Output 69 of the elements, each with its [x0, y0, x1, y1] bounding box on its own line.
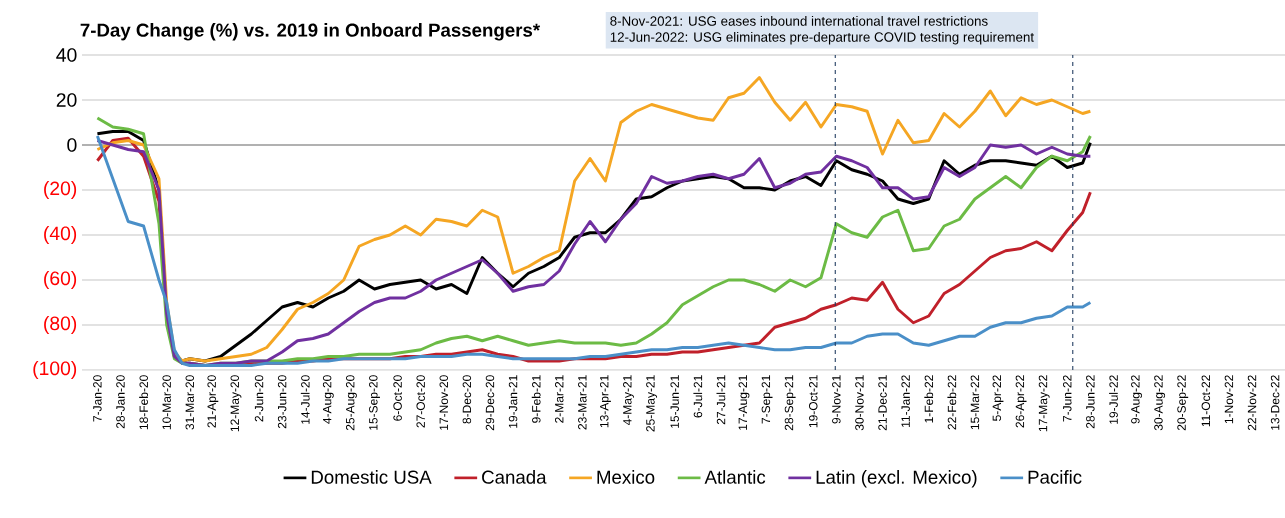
x-tick-label: 28-Jan-20: [116, 375, 125, 429]
x-tick-label: 18-Feb-20: [139, 375, 148, 430]
x-tick-label: 21-Apr-20: [207, 375, 219, 428]
x-tick-label: 27-Oct-20: [416, 375, 425, 428]
x-tick-label: 28-Jun-22: [1086, 375, 1095, 429]
x-tick-label: 5-Apr-22: [992, 375, 1004, 421]
x-tick-label: 6-Jul-21: [693, 375, 703, 418]
y-tick-label: (100): [33, 360, 77, 380]
x-tick-label: 27-Jul-21: [716, 375, 726, 425]
x-tick-label: 13-Dec-22: [1270, 375, 1280, 430]
x-tick-label: 31-Mar-20: [185, 375, 195, 430]
x-tick-label: 4-May-21: [623, 375, 634, 426]
x-tick-label: 10-Mar-20: [162, 375, 171, 430]
x-tick-label: 22-Feb-22: [947, 375, 957, 430]
y-tick-label: (60): [44, 270, 77, 290]
x-tick-label: 14-Jul-20: [300, 375, 310, 424]
legend-label: Atlantic: [704, 470, 766, 484]
legend-label: Canada: [482, 470, 547, 484]
x-tick-label: 23-Jun-20: [277, 375, 287, 429]
x-tick-label: 17-Aug-21: [738, 375, 750, 430]
x-tick-label: 1-Nov-22: [1224, 375, 1234, 424]
x-tick-label: 15-Sep-20: [369, 375, 380, 430]
x-tick-label: 30-Aug-22: [1154, 375, 1166, 431]
x-tick-label: 4-Aug-20: [322, 375, 334, 424]
text: 8-Nov-2021: USG eases inbound international travel restrictions: [610, 16, 988, 26]
y-tick-label: (20): [44, 180, 77, 200]
x-tick-label: 30-Nov-21: [855, 375, 864, 431]
y-tick-label: (80): [44, 315, 77, 335]
x-tick-label: 19-Oct-21: [809, 375, 818, 428]
y-tick-label: 0: [67, 138, 77, 152]
y-tick-label: (40): [44, 225, 77, 245]
x-tick-label: 1-Feb-22: [924, 375, 934, 423]
chart-title: 7-Day Change (%) vs. 2019 in Onboard Passengers*: [80, 23, 541, 41]
x-tick-label: 7-Jan-20: [93, 375, 102, 422]
x-tick-label: 15-Mar-22: [970, 375, 980, 430]
legend-label: Domestic USA: [311, 470, 432, 484]
x-tick-label: 2-Jun-20: [254, 375, 264, 422]
x-tick-label: 25-May-21: [646, 375, 658, 432]
x-tick-label: 17-May-22: [1038, 375, 1050, 432]
legend-label: Pacific: [1028, 470, 1082, 484]
x-tick-label: 7-Sep-21: [761, 375, 773, 424]
x-tick-label: 12-May-20: [230, 375, 242, 432]
x-tick-label: 8-Dec-20: [462, 375, 472, 424]
x-tick-label: 25-Aug-20: [345, 375, 357, 431]
x-tick-label: 20-Sep-22: [1177, 375, 1189, 431]
x-tick-label: 13-Apr-21: [599, 375, 611, 428]
x-tick-label: 28-Sep-21: [784, 375, 796, 431]
x-tick-label: 11-Oct-22: [1201, 375, 1211, 427]
legend-label: Mexico: [597, 470, 655, 484]
x-tick-label: 17-Nov-20: [439, 375, 449, 430]
x-tick-label: 2-Mar-21: [554, 375, 564, 423]
x-tick-label: 7-Jun-22: [1063, 375, 1072, 422]
x-tick-label: 9-Nov-21: [832, 375, 841, 424]
x-tick-label: 22-Nov-22: [1247, 375, 1257, 431]
x-tick-label: 21-Dec-21: [878, 375, 887, 431]
x-tick-label: 29-Dec-20: [485, 375, 495, 431]
x-tick-label: 26-Apr-22: [1015, 375, 1027, 428]
y-tick-label: 40: [56, 48, 77, 62]
legend-label: Latin (excl. Mexico): [816, 470, 977, 488]
x-tick-label: 9-Feb-21: [531, 375, 541, 423]
text: 12-Jun-2022: USG eliminates pre-departure COVID testing requirement: [610, 32, 1034, 45]
x-tick-label: 19-Jan-21: [508, 375, 518, 428]
x-tick-label: 15-Jun-21: [670, 375, 679, 428]
x-tick-label: 19-Jul-22: [1109, 375, 1118, 424]
y-tick-label: 20: [56, 93, 77, 107]
x-tick-label: 6-Oct-20: [393, 375, 402, 421]
x-tick-label: 9-Aug-22: [1131, 375, 1142, 424]
x-tick-label: 23-Mar-21: [578, 375, 587, 430]
x-tick-label: 11-Jan-22: [901, 375, 910, 427]
